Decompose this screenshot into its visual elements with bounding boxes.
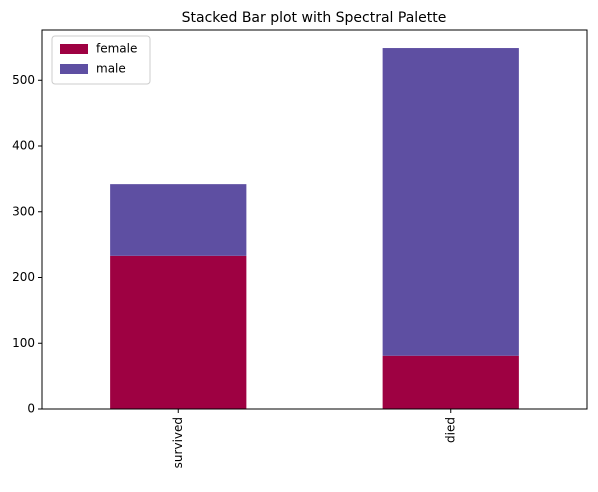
y-tick-label: 100: [12, 336, 35, 350]
y-tick-label: 500: [12, 73, 35, 87]
bar: [382, 355, 519, 409]
bar: [110, 184, 247, 256]
y-tick-label: 400: [12, 139, 35, 153]
y-tick-label: 0: [27, 402, 35, 416]
chart-title: Stacked Bar plot with Spectral Palette: [182, 10, 447, 26]
legend-label: female: [96, 42, 137, 56]
legend-swatch: [60, 64, 88, 74]
plot-frame: [41, 29, 588, 410]
legend-label: male: [96, 62, 126, 76]
bar: [110, 255, 247, 409]
legend-swatch: [60, 44, 88, 54]
x-tick-label: died: [443, 417, 457, 443]
y-tick-label: 200: [12, 270, 35, 284]
y-tick-label: 300: [12, 204, 35, 218]
bar: [382, 48, 519, 356]
x-tick-label: survived: [171, 417, 185, 468]
